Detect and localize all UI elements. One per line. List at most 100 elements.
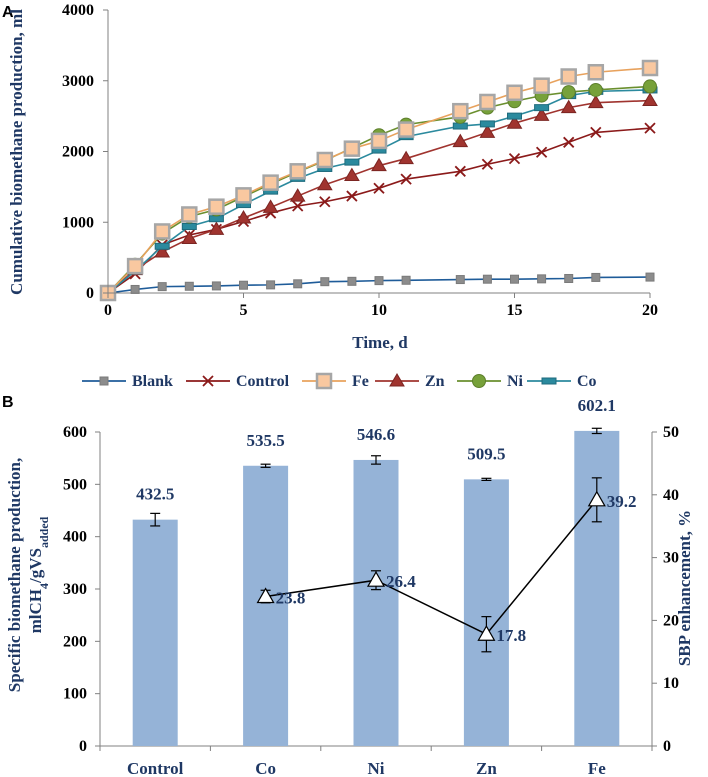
data-point-zn bbox=[398, 150, 414, 165]
data-point-fe bbox=[235, 187, 252, 204]
series-line-co bbox=[107, 89, 651, 294]
x-marker-stroke bbox=[481, 158, 494, 170]
panel-b-y2-tick-label: 50 bbox=[663, 424, 679, 441]
legend-item-blank: Blank bbox=[82, 373, 173, 390]
ylabel-part-added: added bbox=[37, 516, 51, 548]
data-point-blank bbox=[564, 273, 574, 283]
data-point-blank bbox=[347, 276, 357, 286]
legend-item-zn: Zn bbox=[375, 373, 445, 390]
data-point-fe bbox=[316, 151, 334, 169]
data-point-zn bbox=[560, 99, 577, 114]
data-point-co bbox=[507, 112, 522, 120]
panel-a-x-tick-label: 10 bbox=[371, 302, 387, 319]
legend-label: Ni bbox=[507, 373, 524, 390]
enhancement-value-label: 23.8 bbox=[276, 589, 306, 608]
x-marker-stroke bbox=[590, 126, 602, 139]
data-point-blank bbox=[645, 272, 655, 282]
data-point-blank bbox=[184, 281, 194, 291]
data-point-fe bbox=[370, 132, 388, 150]
panel-a-label: A bbox=[2, 4, 14, 21]
data-point-fe bbox=[289, 163, 306, 180]
panel-a-x-tick-label: 15 bbox=[507, 302, 523, 319]
x-category-label: Ni bbox=[368, 759, 385, 777]
legend-marker bbox=[99, 376, 109, 386]
panel-b-y-tick-label: 100 bbox=[63, 686, 87, 703]
data-point-fe bbox=[343, 140, 361, 157]
bar-value-label: 602.1 bbox=[578, 396, 616, 415]
panel-b-y-tick-label: 500 bbox=[63, 476, 87, 493]
legend-item-fe: Fe bbox=[302, 372, 369, 390]
x-marker-stroke bbox=[292, 200, 304, 212]
legend-marker bbox=[541, 377, 557, 385]
data-point-control bbox=[535, 146, 548, 158]
data-point-control bbox=[644, 122, 656, 134]
panel-b-y-tick-label: 200 bbox=[63, 633, 87, 650]
data-point-zn bbox=[316, 176, 333, 191]
bar-zn bbox=[463, 479, 509, 746]
data-point-co bbox=[479, 120, 495, 128]
data-point-blank bbox=[157, 282, 167, 292]
panel-b-y2-tick-label: 40 bbox=[663, 487, 679, 504]
data-point-blank bbox=[130, 284, 140, 294]
data-point-fe bbox=[506, 84, 523, 102]
x-marker-stroke bbox=[644, 122, 656, 134]
legend-item-co: Co bbox=[527, 373, 597, 390]
data-point-control bbox=[400, 173, 412, 185]
panel-a-y-tick-label: 1000 bbox=[62, 214, 94, 231]
legend-label: Fe bbox=[352, 373, 369, 390]
ylabel-part-gvs: /gVS bbox=[26, 548, 45, 584]
x-category-label: Control bbox=[127, 759, 184, 777]
data-point-control bbox=[454, 165, 466, 177]
x-marker-stroke bbox=[508, 152, 521, 165]
legend-item-control: Control bbox=[186, 373, 290, 390]
data-point-zn bbox=[533, 107, 550, 121]
data-point-blank bbox=[211, 281, 221, 291]
data-point-zn bbox=[154, 243, 171, 258]
panel-b-y2-tick-label: 10 bbox=[663, 675, 679, 692]
x-marker-stroke bbox=[563, 136, 575, 148]
panel-a-legend: Blank Control Fe Zn Ni Co bbox=[82, 372, 597, 390]
enhancement-point bbox=[587, 490, 606, 507]
data-point-fe bbox=[397, 121, 415, 138]
x-category-label: Fe bbox=[588, 759, 606, 777]
enhancement-point bbox=[256, 587, 275, 604]
data-point-control bbox=[563, 136, 575, 148]
enhancement-value-label: 39.2 bbox=[607, 492, 637, 511]
data-point-fe bbox=[587, 64, 605, 81]
series-line-ni bbox=[107, 85, 651, 294]
data-point-blank bbox=[239, 280, 248, 290]
bar-value-label: 535.5 bbox=[246, 431, 284, 450]
panel-a-y-axis-title: Cumulative biomethane production, ml bbox=[7, 9, 26, 295]
bar-value-label: 432.5 bbox=[136, 485, 174, 504]
legend-marker bbox=[315, 372, 333, 390]
bar-ni bbox=[353, 459, 399, 746]
data-point-co bbox=[154, 242, 170, 250]
panel-b-y-tick-label: 300 bbox=[63, 581, 87, 598]
ylabel-part-mlch: mlCH bbox=[26, 589, 45, 633]
x-category-label: Co bbox=[255, 759, 276, 777]
legend-marker bbox=[202, 375, 214, 387]
data-point-blank bbox=[374, 276, 384, 286]
panel-b-y-axis-title-line2: mlCH4/gVSadded bbox=[26, 516, 51, 633]
data-point-fe bbox=[533, 77, 550, 94]
data-point-fe bbox=[479, 93, 496, 111]
data-point-fe bbox=[126, 257, 144, 275]
bar-value-label: 546.6 bbox=[357, 425, 395, 444]
data-point-ni bbox=[643, 79, 657, 94]
data-point-blank bbox=[510, 274, 519, 284]
panel-b-y2-tick-label: 20 bbox=[663, 612, 679, 629]
data-point-control bbox=[292, 200, 304, 212]
bar-value-label: 509.5 bbox=[467, 444, 505, 463]
data-point-co bbox=[452, 122, 468, 130]
legend-label: Zn bbox=[425, 373, 445, 390]
panel-a-y-axis-title-text: Cumulative biomethane production, ml bbox=[7, 9, 26, 295]
panel-b-y2-tick-label: 30 bbox=[663, 550, 679, 567]
data-point-blank bbox=[266, 280, 276, 290]
data-point-fe bbox=[641, 59, 659, 77]
bar-control bbox=[132, 519, 178, 746]
panel-a-y-tick-label: 4000 bbox=[62, 2, 94, 19]
data-point-control bbox=[319, 196, 331, 208]
data-point-control bbox=[346, 190, 358, 202]
enhancement-value-label: 17.8 bbox=[496, 626, 526, 645]
panel-b-y-tick-label: 600 bbox=[63, 424, 87, 441]
